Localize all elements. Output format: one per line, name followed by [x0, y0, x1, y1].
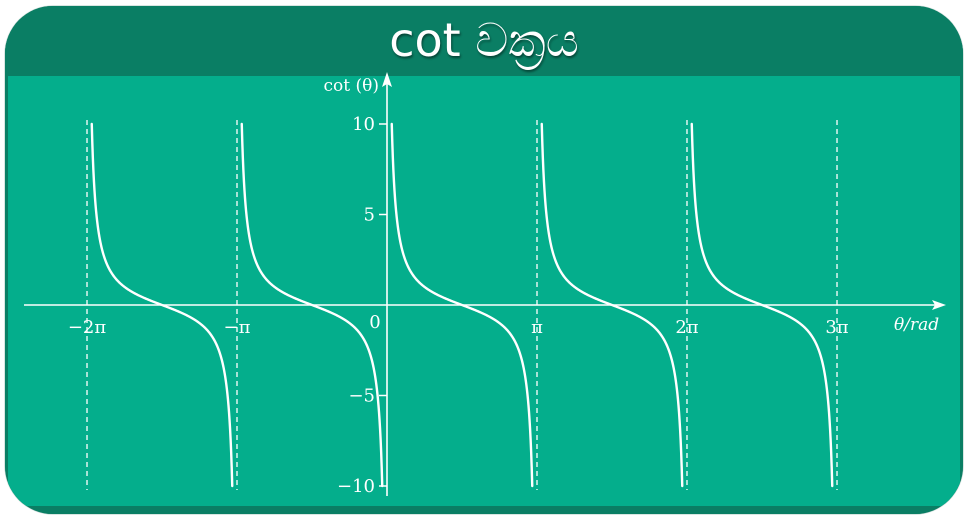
- y-tick-label-0: 10: [352, 114, 375, 135]
- label-layer: 10 5 −5 −10 −2π −π π 2π 3π 0 θ/rad cot (θ): [68, 76, 939, 497]
- x-tick-label-1: −π: [224, 317, 251, 338]
- curve-layer: [90, 122, 834, 488]
- cot-curve-branch-1: [240, 122, 384, 488]
- plot-panel: [8, 76, 960, 506]
- cot-curve-branch-0: [90, 122, 234, 488]
- x-tick-label-3: 2π: [675, 317, 698, 338]
- y-tick-label-3: −10: [337, 476, 375, 497]
- y-axis-title: cot (θ): [324, 76, 380, 96]
- x-tick-label-4: 3π: [825, 317, 848, 338]
- x-axis-arrow-icon: [932, 300, 946, 310]
- origin-label: 0: [369, 312, 380, 333]
- axis-layer: [24, 72, 946, 496]
- cot-curve-branch-3: [540, 122, 684, 488]
- y-tick-label-1: 5: [364, 205, 375, 226]
- y-axis-arrow-icon: [382, 72, 392, 87]
- cot-curve-branch-4: [690, 122, 834, 488]
- chart-title: cot වක්‍රය: [389, 13, 579, 67]
- x-tick-label-2: π: [531, 317, 543, 338]
- x-axis-title: θ/rad: [894, 315, 939, 335]
- title-banner: cot වක්‍රය: [5, 6, 963, 76]
- y-tick-label-2: −5: [348, 386, 375, 407]
- chart-card: cot වක්‍රය: [5, 6, 963, 514]
- cot-curve-branch-2: [390, 122, 534, 488]
- x-tick-label-0: −2π: [68, 317, 107, 338]
